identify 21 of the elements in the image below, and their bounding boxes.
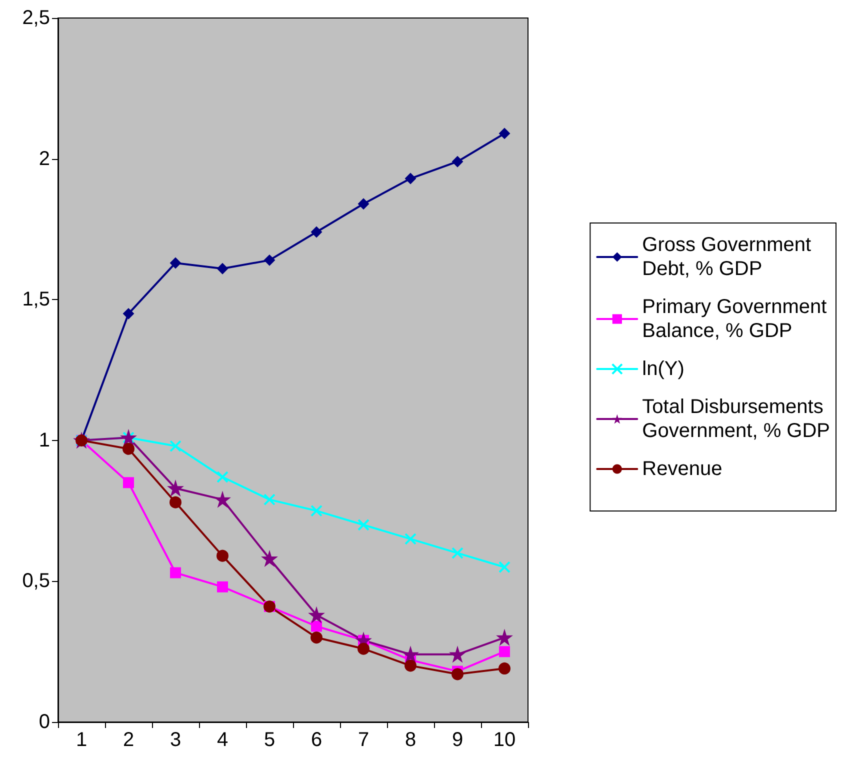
y-tick-label: 2	[38, 148, 50, 170]
y-tick-label: 0,5	[22, 570, 50, 592]
x-tick-label: 8	[404, 729, 416, 751]
x-tick-label: 4	[216, 729, 228, 751]
legend-label: Total Disbursements Government, % GDP	[642, 396, 830, 442]
legend-label: ln(Y)	[642, 358, 684, 380]
x-tick-label: 10	[493, 729, 516, 751]
y-tick-label: 2,5	[22, 7, 50, 29]
y-tick-label: 1,5	[22, 288, 50, 311]
x-tick-label: 7	[358, 729, 370, 751]
x-tick-label: 5	[264, 729, 276, 751]
legend-label: Gross Government Debt, % GDP	[642, 234, 812, 280]
x-tick-label: 6	[310, 729, 322, 751]
y-tick-label: 1	[38, 429, 50, 452]
legend-label: Primary Government Balance, % GDP	[642, 296, 828, 342]
x-tick-label: 2	[122, 729, 134, 751]
x-tick-label: 3	[170, 729, 182, 751]
legend-label: Revenue	[642, 458, 722, 480]
y-tick-label: 0	[38, 711, 50, 733]
x-tick-label: 9	[452, 729, 464, 751]
x-tick-label: 1	[76, 729, 88, 751]
